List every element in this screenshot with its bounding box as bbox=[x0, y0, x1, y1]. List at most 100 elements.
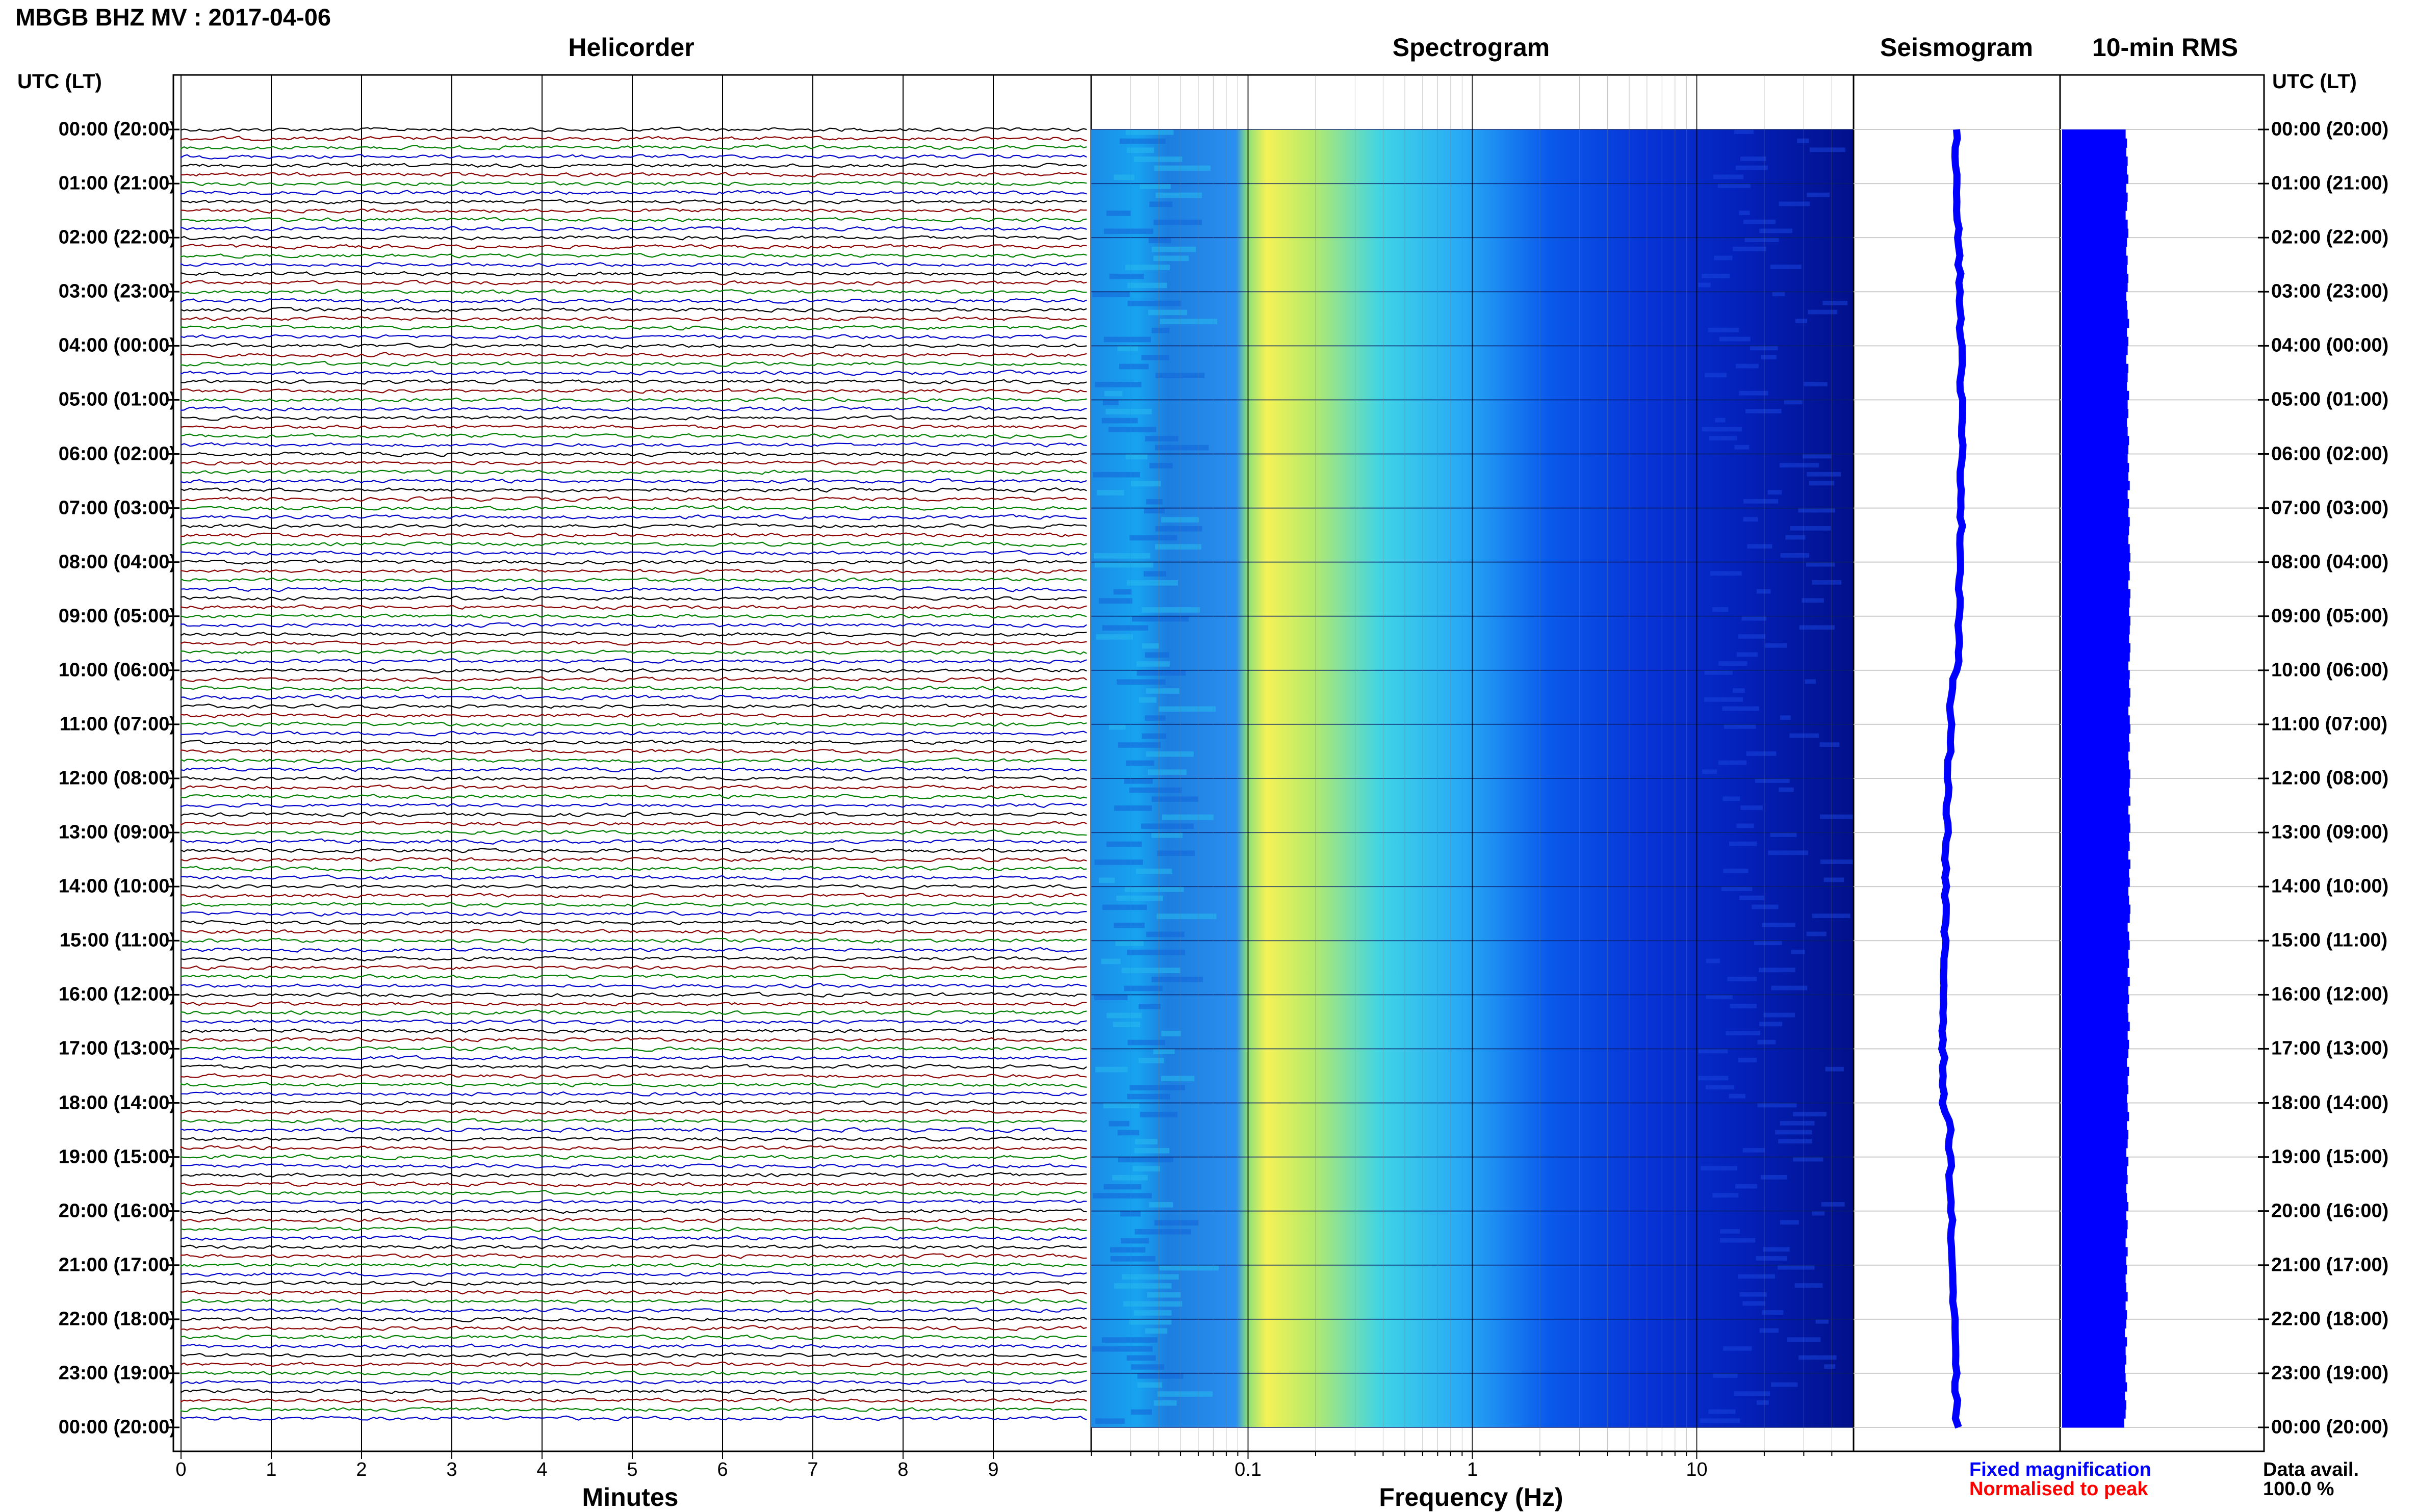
time-label-right: 19:00 (15:00) bbox=[2271, 1146, 2389, 1168]
spectrogram-streak bbox=[1721, 887, 1753, 892]
spectrogram-streak bbox=[1739, 390, 1768, 396]
helicorder-trace-row bbox=[180, 893, 1087, 899]
utc-label-left: UTC (LT) bbox=[17, 70, 102, 93]
helicorder-trace-row bbox=[180, 937, 1087, 944]
spectrogram-streak bbox=[1113, 1022, 1141, 1027]
spectrogram-streak bbox=[1141, 607, 1200, 613]
time-label-right: 04:00 (00:00) bbox=[2271, 334, 2389, 356]
rms-bar bbox=[2062, 1193, 2127, 1203]
rms-bar bbox=[2062, 1076, 2128, 1085]
spectrogram-streak bbox=[1736, 363, 1759, 369]
spectrogram-streak bbox=[1765, 643, 1787, 648]
spectrogram-streak bbox=[1727, 976, 1757, 981]
helicorder-trace-row bbox=[180, 1253, 1087, 1259]
spectrogram-streak bbox=[1092, 292, 1130, 297]
helicorder-trace-row bbox=[180, 1100, 1087, 1106]
helicorder-trace-row bbox=[180, 775, 1087, 781]
spectrogram-streak bbox=[1123, 1301, 1182, 1307]
rms-bar bbox=[2062, 255, 2128, 265]
rms-bar bbox=[2062, 1148, 2126, 1158]
spectrogram-streak bbox=[1117, 1130, 1140, 1136]
spectrogram-streak bbox=[1103, 1184, 1142, 1190]
spectrogram-streak bbox=[1114, 922, 1145, 928]
spectrogram-streak bbox=[1745, 409, 1782, 413]
spectrogram-streak bbox=[1719, 336, 1751, 342]
rms-bar bbox=[2062, 147, 2126, 157]
spectrogram-streak bbox=[1762, 1310, 1784, 1315]
spectrogram-streak bbox=[1763, 1247, 1790, 1252]
helicorder-trace-row bbox=[180, 235, 1087, 241]
spectrogram-streak bbox=[1799, 625, 1835, 630]
spectrogram-streak bbox=[1737, 1274, 1776, 1279]
helicorder-trace-row bbox=[180, 244, 1087, 250]
helicorder-trace-row bbox=[180, 866, 1087, 872]
time-label-left: 01:00 (21:00) bbox=[58, 172, 176, 194]
spectrogram-streak bbox=[1101, 958, 1121, 964]
spectrogram-streak bbox=[1151, 327, 1170, 333]
helicorder-trace-row bbox=[180, 883, 1087, 890]
spectrogram-streak bbox=[1791, 949, 1805, 954]
spectrogram-streak bbox=[1713, 174, 1744, 179]
time-label-left: 11:00 (07:00) bbox=[59, 713, 176, 735]
spectrogram-streak bbox=[1763, 1012, 1795, 1018]
helicorder-trace-row bbox=[180, 532, 1087, 538]
rms-bar bbox=[2062, 670, 2130, 680]
spectrogram-streak bbox=[1718, 661, 1747, 666]
spectrogram-streak bbox=[1780, 463, 1819, 468]
rms-bar bbox=[2062, 661, 2128, 671]
spectrogram-streak bbox=[1147, 1292, 1181, 1298]
rms-bar bbox=[2062, 1022, 2130, 1031]
rms-bar bbox=[2062, 373, 2128, 382]
spectrogram-streak bbox=[1729, 841, 1757, 846]
rms-bar bbox=[2062, 877, 2130, 887]
spectrogram-streak bbox=[1806, 562, 1835, 567]
spectrogram-streak bbox=[1131, 1409, 1152, 1415]
time-label-left: 02:00 (22:00) bbox=[58, 226, 176, 248]
spectrogram-streak bbox=[1754, 941, 1782, 946]
helicorder-trace-row bbox=[180, 586, 1087, 592]
helicorder-trace-row bbox=[180, 397, 1087, 403]
time-label-right: 05:00 (01:00) bbox=[2271, 388, 2389, 410]
spectrogram-streak bbox=[1149, 1202, 1173, 1208]
spectrogram-texture bbox=[1092, 129, 1861, 1424]
helicorder-trace-row bbox=[180, 415, 1087, 421]
rms-bar bbox=[2062, 958, 2129, 968]
spectrogram-streak bbox=[1733, 688, 1745, 693]
spectrogram-streak bbox=[1797, 138, 1809, 143]
seismogram-trace bbox=[1938, 129, 1967, 1429]
spectrogram-streak bbox=[1720, 1229, 1740, 1234]
helicorder-trace-row bbox=[180, 199, 1087, 204]
rms-bar bbox=[2062, 1256, 2126, 1266]
helicorder-trace-row bbox=[180, 1073, 1087, 1079]
helicorder-trace-row bbox=[180, 1325, 1087, 1332]
spectrogram-streak bbox=[1124, 887, 1184, 892]
spectrogram-streak bbox=[1138, 1004, 1161, 1009]
helicorder-trace-row bbox=[180, 1019, 1087, 1025]
helicorder-trace-row bbox=[180, 595, 1087, 601]
spectrogram-streak bbox=[1780, 715, 1791, 720]
rms-bar bbox=[2062, 1049, 2128, 1058]
rms-bar bbox=[2062, 941, 2130, 950]
rms-bar bbox=[2062, 553, 2130, 563]
helicorder-trace-row bbox=[180, 1118, 1087, 1124]
helicorder-trace-row bbox=[180, 1001, 1087, 1007]
time-label-right: 10:00 (06:00) bbox=[2271, 659, 2389, 681]
spectrogram-streak bbox=[1141, 823, 1194, 829]
rms-bar bbox=[2062, 138, 2127, 148]
spectrogram-streak bbox=[1757, 589, 1771, 594]
spectrogram-streak bbox=[1756, 1256, 1787, 1261]
helicorder-trace-row bbox=[180, 1244, 1087, 1250]
rms-bar bbox=[2062, 355, 2126, 364]
spectrogram-streak bbox=[1116, 679, 1166, 685]
rms-bar bbox=[2062, 382, 2127, 392]
rms-bar bbox=[2062, 174, 2128, 184]
helicorder-trace-row bbox=[180, 622, 1087, 629]
time-label-left: 06:00 (02:00) bbox=[58, 443, 176, 464]
minute-tick-label: 5 bbox=[627, 1459, 638, 1480]
rms-bar bbox=[2062, 1418, 2124, 1428]
helicorder-trace-row bbox=[180, 181, 1087, 187]
rms-bar bbox=[2062, 1229, 2127, 1239]
helicorder-trace-row bbox=[180, 1091, 1087, 1097]
rms-bar bbox=[2062, 616, 2130, 625]
spectrogram-streak bbox=[1767, 490, 1782, 495]
